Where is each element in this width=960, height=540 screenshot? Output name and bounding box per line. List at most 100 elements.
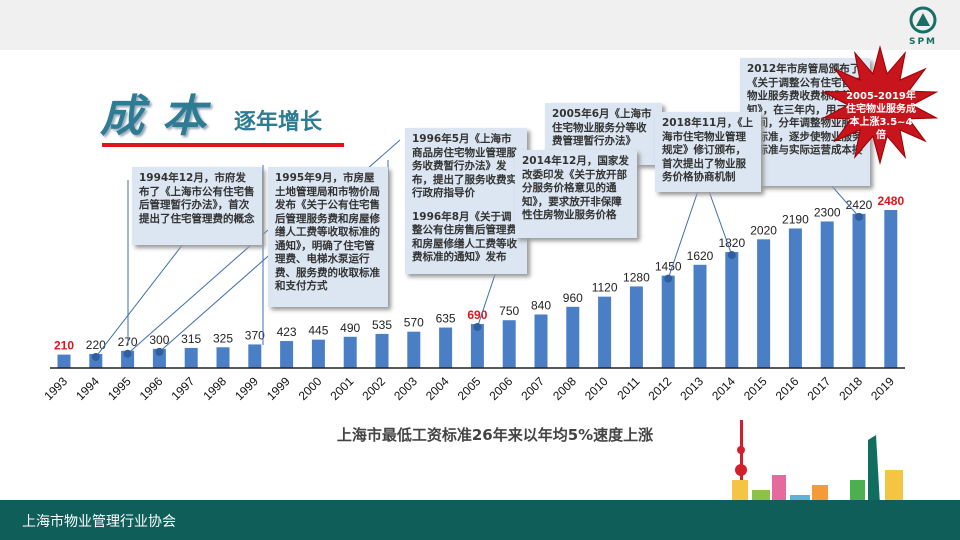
- data-label: 535: [372, 318, 392, 332]
- data-label: 490: [340, 321, 360, 335]
- callout-2018: 2018年11月，《上海市住宅物业管理规定》修订颁布，首次提出了物业服务价格协商…: [655, 112, 761, 192]
- bar-2010: [598, 296, 612, 368]
- x-tick-label: 2008: [550, 374, 579, 403]
- callout-text: 2012年市房管局颁布了《关于调整公有住宅售后物业服务费收费标准的通知》，在三年…: [747, 63, 863, 170]
- data-label: 570: [404, 316, 424, 330]
- callout-dot: [855, 212, 863, 221]
- x-tick-label: 1997: [169, 374, 198, 403]
- bar-1997: [184, 347, 198, 368]
- data-label: 2420: [846, 198, 873, 212]
- x-tick-label: 2014: [709, 374, 738, 403]
- x-tick-label: 1998: [200, 374, 229, 403]
- callout-dot: [664, 274, 673, 283]
- callout-dot: [473, 323, 482, 332]
- x-tick-label: 2002: [359, 374, 388, 403]
- bar-2007: [534, 314, 548, 368]
- callout-1996: 1996年5月《上海市商品房住宅物业管理服务收费暂行办法》发布，提出了服务收费实…: [405, 128, 527, 274]
- data-label: 300: [149, 333, 169, 347]
- x-tick-label: 2019: [868, 374, 897, 403]
- callout-text: 1994年12月，市府发布了《上海市公有住宅售后管理暂行办法》，首次提出了住宅管…: [139, 172, 255, 225]
- x-tick-label: 2005: [455, 374, 484, 403]
- starburst-icon: [821, 45, 939, 165]
- x-tick-label: 2017: [805, 374, 834, 403]
- bar-2018: [852, 213, 866, 368]
- callout-dot: [123, 349, 132, 358]
- data-label: 960: [563, 291, 583, 305]
- callout-text: 1996年8月《关于调整公有住房售后管理费和房屋修缮人工费等收费标准的通知》发布: [412, 210, 517, 264]
- callout-connector: [127, 229, 269, 355]
- callout-connector: [95, 234, 191, 358]
- bar-2012: [661, 275, 675, 368]
- x-tick-label: 2013: [677, 374, 706, 403]
- callout-text: 1995年9月，市房屋土地管理局和市物价局发布《关于公有住宅售后管理服务费和房屋…: [275, 172, 380, 292]
- data-label: 840: [531, 298, 551, 312]
- x-tick-label: 1996: [137, 374, 166, 403]
- data-label: 445: [308, 324, 328, 338]
- callout-text: 1996年5月《上海市商品房住宅物业管理服务收费暂行办法》发布，提出了服务收费实…: [412, 133, 517, 199]
- page-title: 成本 逐年增长: [100, 80, 322, 144]
- bar-2017: [820, 221, 834, 368]
- data-label: 325: [213, 331, 233, 345]
- data-label: 2190: [782, 212, 809, 226]
- callout-text: 2014年12月，国家发改委印发《关于放开部分服务价格意见的通知》，要求放开非保…: [522, 155, 629, 221]
- callout-text: 2005年6月《上海市住宅物业服务分等收费管理暂行办法》: [552, 108, 652, 147]
- data-label: 1280: [623, 270, 650, 284]
- data-label: 1820: [718, 236, 745, 250]
- callout-1995: 1995年9月，市房屋土地管理局和市物价局发布《关于公有住宅售后管理服务费和房屋…: [268, 167, 388, 307]
- x-tick-label: 1993: [41, 374, 70, 403]
- top-bar: [0, 0, 960, 50]
- x-tick-label: 2011: [614, 374, 642, 402]
- x-tick-label: 1995: [105, 374, 134, 403]
- callout-dot: [155, 347, 164, 356]
- callout-text: 2018年11月，《上海市住宅物业管理规定》修订颁布，首次提出了物业服务价格协商…: [662, 117, 754, 183]
- x-tick-label: 1994: [73, 374, 102, 403]
- data-label: 2480: [877, 194, 904, 208]
- bar-2002: [375, 333, 389, 368]
- data-label: 750: [499, 304, 519, 318]
- data-label: 1620: [687, 249, 714, 263]
- data-label: 1120: [592, 281, 618, 295]
- x-tick-label: 2001: [328, 374, 357, 403]
- data-label: 1450: [655, 260, 682, 274]
- title-calligraphy: 成本: [100, 91, 224, 142]
- spm-logo: SPM: [900, 6, 946, 47]
- callout-connector: [667, 184, 701, 279]
- bar-2000: [311, 339, 325, 368]
- data-label: 2300: [814, 205, 841, 219]
- data-label: 220: [86, 338, 106, 352]
- callout-dot: [91, 352, 100, 361]
- title-underline: [102, 143, 344, 147]
- bar-2006: [502, 320, 516, 368]
- footer-bar: 上海市物业管理行业协会: [0, 500, 960, 540]
- footer-org-name: 上海市物业管理行业协会: [22, 514, 176, 530]
- starburst-text: 2005-2019年住宅物业服务成本上涨3.5~4倍: [846, 91, 916, 141]
- x-tick-label: 2012: [646, 374, 675, 403]
- x-tick-label: 2015: [741, 374, 770, 403]
- x-tick-label: 2003: [391, 374, 420, 403]
- bar-1999: [248, 344, 262, 368]
- data-label: 690: [467, 308, 487, 322]
- bar-2005: [470, 324, 484, 368]
- callout-1994: 1994年12月，市府发布了《上海市公有住宅售后管理暂行办法》，首次提出了住宅管…: [132, 167, 262, 245]
- bar-1998: [216, 347, 230, 368]
- x-tick-label: 2007: [518, 374, 547, 403]
- chart-caption: 上海市最低工资标准26年来以年均5%速度上涨: [336, 426, 654, 444]
- callout-connector: [704, 179, 733, 256]
- x-tick-label: 1999: [264, 374, 293, 403]
- x-tick-label: 2004: [423, 374, 452, 403]
- x-tick-label: 2006: [487, 374, 516, 403]
- x-tick-label: 1999: [232, 374, 261, 403]
- title-subtitle: 逐年增长: [234, 110, 323, 135]
- bar-2008: [566, 306, 580, 368]
- bar-2014: [725, 252, 739, 368]
- bar-2001: [343, 336, 357, 368]
- x-tick-label: 2018: [836, 374, 865, 403]
- data-label: 315: [181, 332, 201, 346]
- data-label: 423: [277, 325, 297, 339]
- bar-2011: [629, 286, 643, 368]
- bar-2019: [884, 210, 898, 368]
- callout-2014: 2014年12月，国家发改委印发《关于放开部分服务价格意见的通知》，要求放开非保…: [515, 150, 637, 238]
- x-tick-label: 2000: [296, 374, 325, 403]
- bar-2016: [788, 228, 802, 368]
